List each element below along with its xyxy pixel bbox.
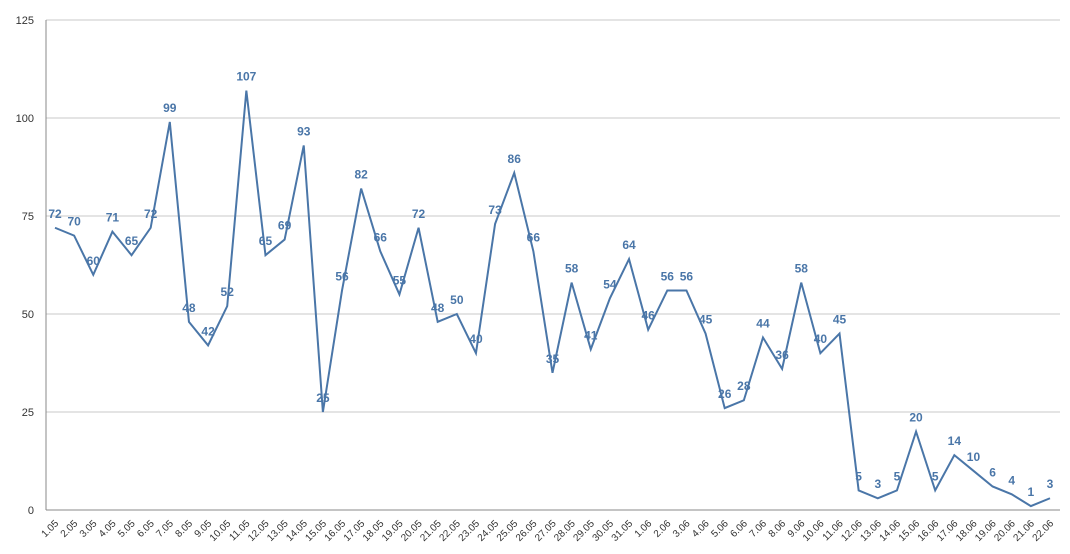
value-label: 46 [641, 309, 655, 323]
value-label: 58 [565, 262, 579, 276]
value-label: 41 [584, 328, 598, 342]
value-label: 86 [508, 152, 522, 166]
value-label: 5 [932, 469, 939, 483]
value-label: 44 [756, 317, 770, 331]
value-label: 56 [661, 269, 675, 283]
value-label: 69 [278, 219, 292, 233]
x-tick-label: 3.06 [671, 518, 693, 540]
value-label: 45 [833, 313, 847, 327]
line [54, 90, 1051, 508]
value-label: 64 [622, 238, 636, 252]
value-label: 66 [374, 230, 388, 244]
value-label: 72 [48, 207, 62, 221]
x-tick-label: 2.05 [59, 518, 81, 540]
value-label: 42 [201, 324, 215, 338]
value-label: 14 [948, 434, 962, 448]
value-label: 56 [680, 269, 694, 283]
x-tick-label: 7.06 [748, 518, 770, 540]
x-tick-label: 6.05 [135, 518, 157, 540]
value-label: 107 [236, 70, 256, 84]
y-tick-label: 25 [22, 407, 34, 419]
value-label: 65 [259, 234, 273, 248]
x-tick-label: 4.06 [690, 518, 712, 540]
value-label: 65 [125, 234, 139, 248]
value-label: 35 [546, 352, 560, 366]
x-tick-label: 1.06 [633, 518, 655, 540]
value-label: 82 [354, 168, 368, 182]
x-tick-label: 10.06 [801, 518, 827, 544]
x-tick-label: 1.05 [40, 518, 62, 540]
value-label: 93 [297, 124, 311, 138]
value-label: 28 [737, 379, 751, 393]
value-label: 5 [894, 469, 901, 483]
value-label: 10 [967, 450, 981, 464]
x-tick-label: 4.05 [97, 518, 119, 540]
y-tick-label: 50 [22, 309, 34, 321]
value-label: 58 [795, 262, 809, 276]
x-tick-label: 8.05 [174, 518, 196, 540]
value-label: 56 [335, 269, 349, 283]
value-label: 52 [221, 285, 235, 299]
value-label: 25 [316, 391, 330, 405]
value-label: 26 [718, 387, 732, 401]
x-tick-label: 3.05 [78, 518, 100, 540]
value-label: 55 [393, 273, 407, 287]
value-label: 40 [469, 332, 483, 346]
value-label: 72 [144, 207, 158, 221]
x-tick-label: 8.06 [767, 518, 789, 540]
value-label: 70 [67, 215, 81, 229]
value-label: 99 [163, 101, 177, 115]
value-label: 6 [989, 465, 996, 479]
y-tick-label: 0 [28, 505, 34, 517]
value-label: 48 [182, 301, 196, 315]
value-label: 40 [814, 332, 828, 346]
value-label: 50 [450, 293, 464, 307]
value-label: 4 [1008, 473, 1015, 487]
x-tick-label: 2.06 [652, 518, 674, 540]
value-label: 5 [855, 469, 862, 483]
value-label: 20 [909, 411, 923, 425]
value-label: 54 [603, 277, 617, 291]
value-label: 3 [874, 477, 881, 491]
y-tick-label: 75 [22, 211, 34, 223]
value-label: 45 [699, 313, 713, 327]
x-tick-label: 10.05 [208, 518, 234, 544]
value-label: 48 [431, 301, 445, 315]
x-tick-label: 22.06 [1031, 518, 1057, 544]
value-label: 66 [527, 230, 541, 244]
x-tick-label: 7.05 [154, 518, 176, 540]
value-label: 1 [1028, 485, 1035, 499]
x-tick-label: 31.05 [610, 518, 636, 544]
x-tick-label: 6.06 [728, 518, 750, 540]
y-tick-label: 100 [16, 113, 34, 125]
value-label: 36 [775, 348, 789, 362]
value-label: 3 [1047, 477, 1054, 491]
x-tick-label: 5.06 [709, 518, 731, 540]
y-tick-label: 125 [16, 15, 34, 27]
value-label: 60 [87, 254, 101, 268]
value-label: 73 [488, 203, 502, 217]
x-tick-label: 5.05 [116, 518, 138, 540]
value-label: 72 [412, 207, 426, 221]
value-label: 71 [106, 211, 120, 225]
